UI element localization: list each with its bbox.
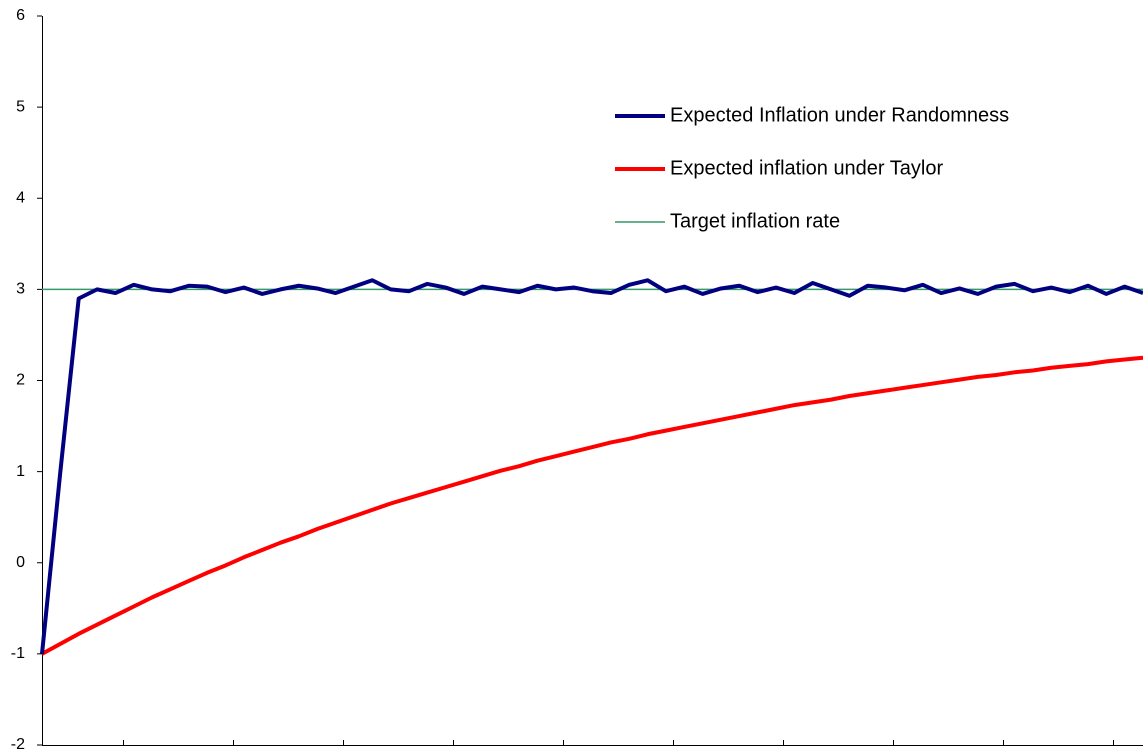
x-ticks (123, 740, 1114, 745)
y-tick-label: 1 (16, 463, 25, 480)
legend-label: Expected Inflation under Randomness (670, 104, 1009, 126)
legend-label: Target inflation rate (670, 210, 840, 232)
y-tick-label: -2 (11, 736, 25, 753)
y-tick-label: 5 (16, 98, 25, 115)
y-tick-label: 2 (16, 372, 25, 389)
y-tick-label: 0 (16, 554, 25, 571)
legend: Expected Inflation under Randomness Expec… (615, 104, 1009, 232)
series-line (40, 278, 1143, 655)
y-tick-label: 6 (16, 7, 25, 24)
series-line (41, 355, 1143, 656)
y-tick-label: 3 (16, 281, 25, 298)
y-tick-label: 4 (16, 189, 25, 206)
y-tick-label: -1 (11, 645, 25, 662)
legend-label: Expected inflation under Taylor (670, 157, 943, 179)
